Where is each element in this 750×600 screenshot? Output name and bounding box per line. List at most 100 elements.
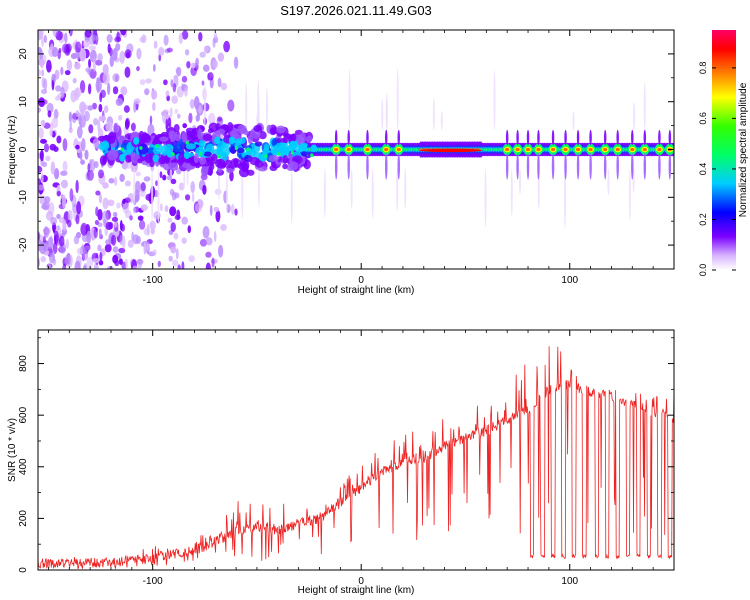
- heatmap-cell: [440, 110, 443, 131]
- heatmap-cell: [347, 152, 350, 180]
- heatmap-cell: [575, 147, 581, 152]
- heatmap-cell: [168, 241, 177, 252]
- heatmap-cell: [138, 219, 146, 230]
- heatmap-cell: [98, 228, 102, 237]
- colorbar-label: Normalized spectral amplitude: [738, 82, 749, 217]
- snr-y-tick-label: 800: [18, 355, 29, 372]
- heatmap-cell: [166, 175, 172, 181]
- heatmap-cell: [175, 248, 179, 260]
- heatmap-cell: [124, 197, 131, 203]
- heatmap-cell: [67, 219, 72, 228]
- heatmap-cell: [201, 80, 205, 86]
- heatmap-cell: [112, 211, 118, 217]
- colorbar-ticks: 0.0 0.2 0.4 0.6 0.8: [698, 62, 736, 277]
- heatmap-cell: [305, 135, 313, 143]
- snr-x-tick-label: 100: [561, 576, 578, 587]
- heatmap-cell: [75, 214, 80, 225]
- heatmap-cell: [107, 43, 111, 54]
- heatmap-cell: [334, 129, 338, 146]
- heatmap-cell: [50, 43, 54, 51]
- heatmap-cell: [505, 152, 509, 180]
- heatmap-cell: [247, 135, 253, 144]
- heatmap-cell: [137, 215, 144, 221]
- heatmap-cell: [51, 79, 55, 91]
- heatmap-cell: [140, 181, 146, 192]
- heatmap-cell: [136, 66, 140, 72]
- heatmap-cell: [118, 258, 123, 265]
- colorbar-tick-label: 0.0: [698, 264, 708, 277]
- heatmap-cell: [588, 147, 593, 152]
- heatmap-cell: [97, 244, 102, 252]
- heatmap-cell: [258, 131, 267, 140]
- heatmap-cell: [97, 53, 103, 62]
- heatmap-cell: [102, 71, 110, 85]
- heatmap-cell: [86, 169, 94, 181]
- heatmap-cell: [184, 49, 190, 56]
- heatmap-cell: [47, 110, 52, 118]
- heatmap-cell: [41, 69, 45, 77]
- heatmap-cell: [233, 158, 239, 168]
- heatmap-cell: [101, 140, 110, 151]
- heatmap-cell: [185, 165, 191, 172]
- heatmap-cell: [81, 138, 86, 152]
- snr-frame: [37, 329, 675, 571]
- heatmap-cell: [616, 152, 619, 180]
- heatmap-cell: [170, 79, 174, 88]
- heatmap-cell: [217, 52, 225, 62]
- heatmap-cell: [111, 216, 119, 222]
- heatmap-cell: [537, 152, 540, 180]
- heatmap-cell: [197, 128, 203, 140]
- heatmap-cell: [564, 129, 567, 146]
- heatmap-cell: [213, 231, 217, 243]
- heatmap-cell: [195, 57, 199, 66]
- heatmap-cell: [371, 168, 374, 220]
- heatmap-cell: [144, 88, 150, 96]
- heatmap-cell: [119, 234, 123, 246]
- heatmap-cell: [537, 129, 540, 146]
- heatmap-cell: [384, 147, 389, 152]
- heatmap-cell: [404, 168, 407, 210]
- heatmap-cell: [91, 34, 99, 41]
- chart-title: S197.2026.021.11.49.G03: [280, 3, 432, 18]
- heatmap-cell: [300, 151, 308, 157]
- heatmap-cell: [103, 218, 106, 228]
- heatmap-cell: [72, 77, 77, 84]
- heatmap-cell: [228, 136, 236, 144]
- heatmap-cell: [105, 121, 113, 132]
- heatmap-cell: [643, 129, 647, 146]
- snr-panel: -100 0 100 0 200 400 600 800 Height of straight…: [7, 329, 675, 596]
- heatmap-cell: [143, 227, 151, 236]
- heatmap-cell: [164, 205, 169, 213]
- heatmap-cell: [102, 197, 109, 210]
- heatmap-cell: [106, 34, 113, 43]
- heatmap-cell: [129, 215, 133, 221]
- snr-y-tick-label: 400: [18, 458, 29, 475]
- heatmap-cell: [105, 239, 112, 245]
- colorbar-tick-label: 0.8: [698, 62, 708, 75]
- heatmap-cell: [98, 103, 103, 113]
- heatmap-cell: [95, 190, 101, 196]
- heatmap-cell: [334, 152, 338, 180]
- heatmap-cell: [43, 226, 50, 238]
- heatmap-cell: [108, 221, 114, 230]
- heatmap-cell: [55, 225, 60, 231]
- heatmap-cell: [202, 102, 210, 112]
- heatmap-cell: [155, 180, 158, 187]
- heatmap-cell: [140, 136, 146, 145]
- heatmap-cell: [111, 234, 117, 246]
- heatmap-cell: [60, 170, 68, 176]
- spectrogram-x-tick-label: -100: [143, 275, 163, 286]
- heatmap-cell: [166, 94, 170, 102]
- heatmap-cell: [208, 165, 213, 177]
- heatmap-cell: [225, 159, 233, 166]
- heatmap-cell: [323, 168, 326, 218]
- heatmap-cell: [668, 129, 672, 146]
- heatmap-cell: [130, 165, 138, 173]
- heatmap-cell: [40, 138, 47, 144]
- heatmap-cell: [166, 47, 173, 53]
- heatmap-cell: [51, 116, 59, 129]
- heatmap-cell: [114, 176, 118, 186]
- heatmap-cell: [217, 116, 223, 122]
- heatmap-cell: [137, 158, 143, 164]
